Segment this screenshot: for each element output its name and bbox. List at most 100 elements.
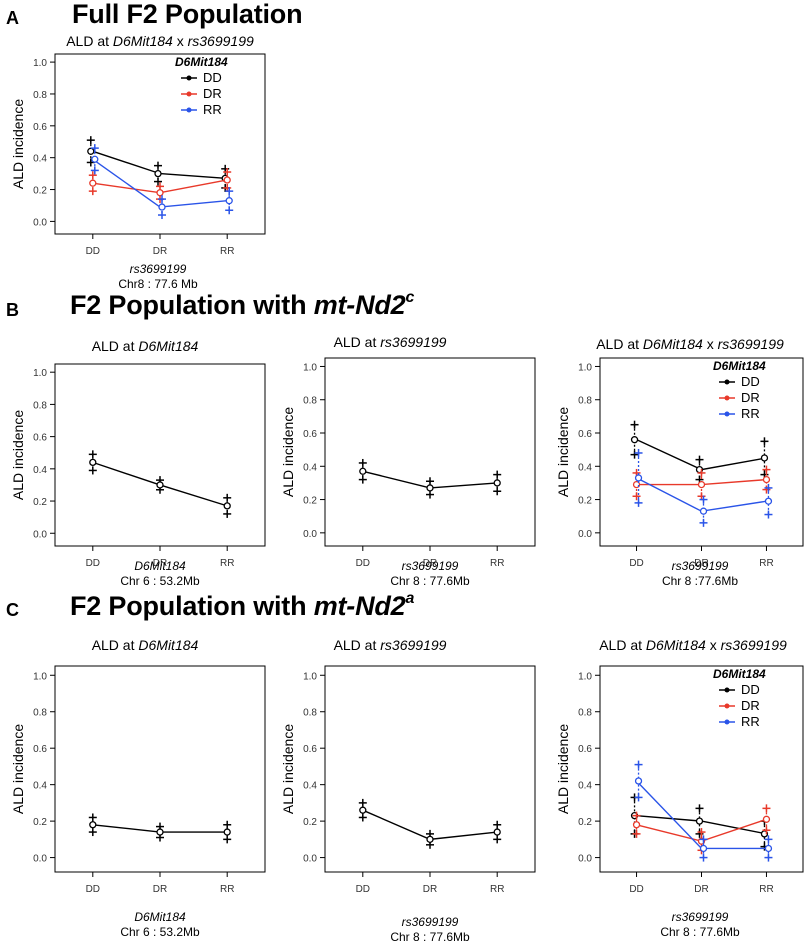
chart-title-b1-prefix: ALD at [91,338,139,354]
chart-title-b2: ALD at rs3699199 [290,334,490,350]
data-point [158,203,166,211]
y-tick-label: 0.4 [578,781,592,792]
y-tick-label: 0.2 [33,497,47,508]
data-point [426,835,434,843]
data-point [630,436,639,444]
chart-title-b2-marker1: rs3699199 [380,334,447,350]
y-tick-label: 0.2 [303,496,317,507]
y-tick-label: 0.8 [578,396,592,407]
y-tick-label: 0.8 [303,396,317,407]
y-tick-label: 0.0 [33,854,47,865]
legend-swatch-dot [724,395,730,401]
y-tick-label: 0.6 [303,429,317,440]
series-line [636,439,767,471]
legend-swatch-dot [186,75,192,81]
x-tick-label: DD [356,558,370,569]
chart-a-xlabel-marker: rs3699199 [129,262,187,276]
y-tick-label: 0.4 [33,465,47,476]
data-point [699,844,708,853]
y-tick-label: 0.6 [33,744,47,755]
legend-swatch-dot [186,91,192,97]
chart-c2-xlabel-marker: rs3699199 [401,915,459,929]
y-tick-label: 1.0 [578,362,592,373]
chart-c3-xlabel-pos: Chr 8 : 77.6Mb [660,925,740,939]
data-point [762,815,771,823]
section-title-c-sup: a [405,590,415,607]
legend-label: DR [741,390,760,405]
chart-b2-plot: 0.0 0.2 0.4 0.6 0.8 1.0 ALD incidence DD DR RR [280,357,536,569]
section-title-a: Full F2 Population [72,0,303,30]
data-point [223,502,231,510]
section-title-b: F2 Population with mt-Nd2c [70,289,414,321]
chart-b3-xlabel: rs3699199 Chr 8 :77.6Mb [635,559,765,589]
data-point [493,479,501,487]
y-tick-label: 0.8 [578,708,592,719]
chart-title-b1-marker1: D6Mit184 [138,338,199,354]
legend-label: RR [203,102,222,117]
y-axis-label: ALD incidence [555,724,571,814]
x-tick-label: RR [759,558,773,569]
y-tick-label: 0.4 [303,462,317,473]
x-tick-label: DD [629,558,643,569]
data-point [223,176,231,184]
y-tick-label: 1.0 [303,362,317,373]
chart-c1-plot: 0.0 0.2 0.4 0.6 0.8 1.0 ALD incidence DD DR RR [10,665,266,895]
y-axis-label: ALD incidence [10,99,26,189]
x-tick-label: DR [153,558,167,569]
chart-title-a-marker1: D6Mit184 [112,33,173,49]
x-tick-label: RR [220,558,234,569]
x-tick-label: DR [423,558,437,569]
chart-b1-xlabel: D6Mit184 Chr 6 : 53.2Mb [95,559,225,589]
chart-a-xlabel-pos: Chr8 : 77.6 Mb [118,277,198,291]
chart-b2-xlabel-pos: Chr 8 : 77.6Mb [390,574,470,588]
chart-c1-xlabel-pos: Chr 6 : 53.2Mb [120,925,200,939]
chart-b2-xlabel-marker: rs3699199 [401,559,459,573]
data-point [89,458,97,467]
chart-c1-xlabel: D6Mit184 Chr 6 : 53.2Mb [95,910,225,940]
y-tick-label: 0.6 [578,744,592,755]
section-title-b-text: F2 Population with [70,290,314,320]
y-axis-label: ALD incidence [10,410,26,500]
legend-title: D6Mit184 [175,55,228,69]
chart-title-a: ALD at D6Mit184 x rs3699199 [20,33,300,49]
legend-swatch-dot [724,379,730,385]
chart-title-c3-prefix: ALD at [599,637,646,653]
y-axis-label: ALD incidence [280,407,296,497]
y-tick-label: 1.0 [33,58,47,69]
x-tick-label: DD [356,884,370,895]
data-point [699,507,708,515]
y-tick-label: 0.4 [33,781,47,792]
y-tick-label: 0.8 [33,400,47,411]
y-tick-label: 0.8 [33,708,47,719]
y-tick-label: 0.0 [303,854,317,865]
y-tick-label: 0.6 [578,429,592,440]
data-point [760,454,769,462]
plot-frame [324,357,536,547]
chart-title-c2: ALD at rs3699199 [290,637,490,653]
chart-title-a-sep: x [172,33,188,49]
x-tick-label: RR [220,884,234,895]
data-point [156,189,164,197]
y-axis-label: ALD incidence [10,724,26,814]
data-point [359,467,367,475]
chart-title-c3-marker2: rs3699199 [720,637,787,653]
y-axis-label: ALD incidence [555,407,571,497]
chart-b1-xlabel-marker: D6Mit184 [134,559,186,573]
x-tick-label: DD [86,884,100,895]
chart-title-c2-prefix: ALD at [333,637,381,653]
chart-title-b3-marker1: D6Mit184 [642,336,703,352]
y-tick-label: 1.0 [33,671,47,682]
chart-title-b3-prefix: ALD at [596,336,643,352]
y-tick-label: 0.2 [578,496,592,507]
x-tick-label: DR [423,884,437,895]
x-tick-label: DD [86,246,100,257]
data-point [634,777,643,785]
y-tick-label: 0.2 [578,817,592,828]
x-tick-label: DR [153,246,167,257]
data-point [154,169,162,178]
y-tick-label: 0.0 [33,217,47,228]
x-tick-label: DD [86,558,100,569]
x-tick-label: RR [490,884,504,895]
